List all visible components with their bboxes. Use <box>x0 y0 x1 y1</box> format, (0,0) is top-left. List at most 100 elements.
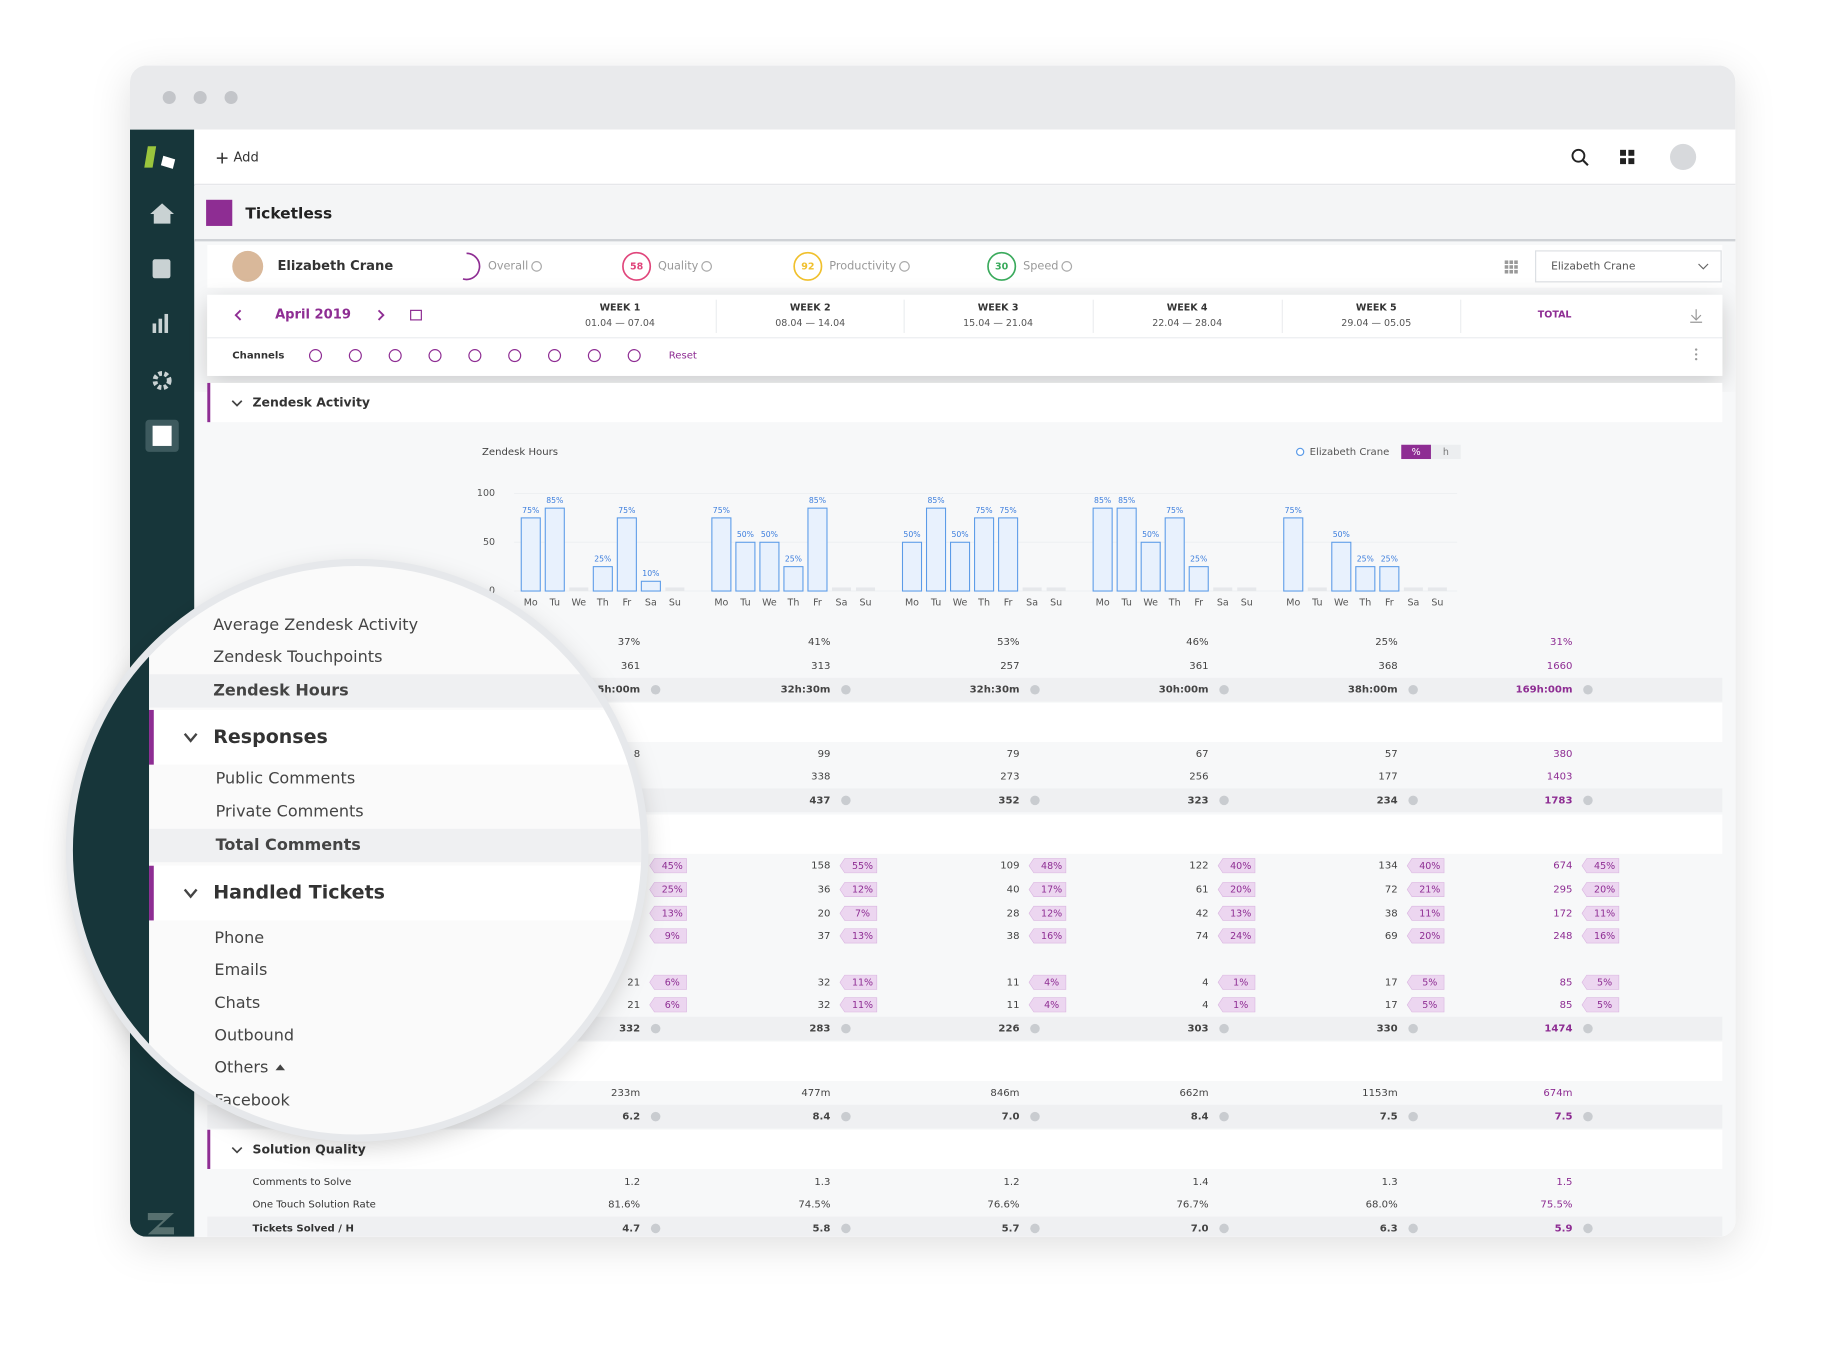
cell-value: 674 <box>1553 861 1572 872</box>
channel-filter[interactable] <box>468 349 482 363</box>
bar-label: 85% <box>546 496 563 505</box>
unit-toggle[interactable] <box>1401 444 1431 460</box>
cell-info-icon[interactable] <box>1219 795 1229 806</box>
agent-dropdown[interactable] <box>1535 250 1722 283</box>
cell-value: 662m <box>1179 1088 1208 1099</box>
cell-info-icon[interactable] <box>650 1111 661 1122</box>
cell-info-icon[interactable] <box>1030 1223 1040 1234</box>
unit-label[interactable]: h <box>1443 447 1449 458</box>
add-button[interactable]: Add <box>216 151 259 166</box>
window-dot[interactable] <box>162 90 176 105</box>
logo[interactable] <box>144 146 157 168</box>
add-label[interactable]: Add <box>233 151 258 166</box>
cell-value: 169h:00m <box>1516 685 1573 696</box>
nav-home[interactable] <box>150 203 174 224</box>
cell-info-icon[interactable] <box>841 1111 851 1122</box>
channel-filter[interactable] <box>308 349 323 363</box>
share-value: 16% <box>1041 931 1062 942</box>
cell-info-icon[interactable] <box>1583 1023 1593 1034</box>
bar-empty <box>569 587 589 592</box>
magnified-toggle[interactable] <box>183 888 198 899</box>
cell-info-icon[interactable] <box>1030 684 1040 695</box>
channels-label: Channels <box>232 351 284 362</box>
unit-toggle[interactable] <box>1430 444 1461 460</box>
share-pill <box>1581 882 1620 897</box>
cell-info-icon[interactable] <box>1408 684 1418 695</box>
cell-info-icon[interactable] <box>1583 1111 1593 1122</box>
channel-filter[interactable] <box>587 349 601 363</box>
cell-info-icon[interactable] <box>841 1023 851 1034</box>
cell-value: 37% <box>618 637 641 648</box>
cell-info-icon[interactable] <box>841 684 851 695</box>
cell-info-icon[interactable] <box>1408 1023 1418 1034</box>
share-value: 55% <box>852 861 873 872</box>
cell-info-icon[interactable] <box>1583 684 1593 695</box>
cell-value: 4 <box>1202 1000 1208 1011</box>
cell-info-icon[interactable] <box>650 1223 661 1234</box>
cell-info-icon[interactable] <box>1030 795 1040 806</box>
section-toggle[interactable] <box>231 400 243 407</box>
logo[interactable] <box>160 155 176 169</box>
unit-label[interactable]: % <box>1412 447 1421 458</box>
share-pill <box>1217 882 1256 897</box>
expand-caret[interactable] <box>275 1064 286 1071</box>
search-icon[interactable] <box>1571 148 1589 167</box>
cell-info-icon[interactable] <box>1030 1111 1040 1122</box>
cell-info-icon[interactable] <box>650 1023 661 1034</box>
channel-filter[interactable] <box>388 349 402 363</box>
magnified-toggle[interactable] <box>183 732 198 743</box>
calendar-icon[interactable] <box>410 309 422 321</box>
user-avatar[interactable] <box>1670 143 1697 171</box>
cell-info-icon[interactable] <box>1219 1111 1229 1122</box>
next-month[interactable] <box>377 309 385 321</box>
cell-info-icon[interactable] <box>1219 684 1229 695</box>
section-toggle[interactable] <box>231 1146 243 1154</box>
cell-info-icon[interactable] <box>841 1223 851 1234</box>
cell-value: 295 <box>1553 885 1572 896</box>
cell-value: 332 <box>619 1024 640 1035</box>
cell-info-icon[interactable] <box>1408 1223 1418 1234</box>
channel-filter[interactable] <box>627 349 641 363</box>
cell-info-icon[interactable] <box>1408 1111 1418 1122</box>
reset-link[interactable]: Reset <box>669 351 697 362</box>
share-value: 12% <box>1041 908 1062 919</box>
cell-info-icon[interactable] <box>1030 1023 1040 1034</box>
channel-filter[interactable] <box>428 349 442 363</box>
bar <box>925 507 947 592</box>
cell-info-icon[interactable] <box>650 684 661 695</box>
window-dot[interactable] <box>193 90 207 105</box>
dropdown-value[interactable]: Elizabeth Crane <box>1551 259 1635 272</box>
cell-info-icon[interactable] <box>1408 795 1418 806</box>
nav-settings[interactable] <box>152 371 172 391</box>
download-icon[interactable] <box>1690 309 1703 323</box>
dropdown-caret[interactable] <box>1698 263 1709 270</box>
magnified-row-label: Facebook <box>214 1091 290 1110</box>
bar-label: 85% <box>1094 496 1111 505</box>
cell-info-icon[interactable] <box>1219 1223 1229 1234</box>
nav-reports[interactable] <box>152 313 169 333</box>
window-dot[interactable] <box>224 90 238 105</box>
chart-title: Zendesk Hours <box>482 447 558 458</box>
more-menu[interactable] <box>1694 348 1698 361</box>
cell-value: 323 <box>1188 795 1209 806</box>
bar <box>1116 507 1137 592</box>
cell-value: 5h:00m <box>597 685 640 696</box>
apps-icon[interactable] <box>1620 149 1635 165</box>
cell-info-icon[interactable] <box>1219 1023 1229 1034</box>
bar-empty <box>1022 587 1042 592</box>
channel-filter[interactable] <box>548 349 562 363</box>
cell-info-icon[interactable] <box>841 795 851 806</box>
cell-value: 5.8 <box>813 1223 831 1234</box>
cell-info-icon[interactable] <box>1583 795 1593 806</box>
app-bar <box>194 185 1736 241</box>
cell-value: 256 <box>1189 772 1208 783</box>
x-tick-label: Su <box>859 597 871 608</box>
nav-views[interactable] <box>152 259 171 279</box>
channel-filter[interactable] <box>508 349 522 363</box>
cell-value: 37 <box>818 931 831 942</box>
channel-filter[interactable] <box>348 349 362 363</box>
cell-info-icon[interactable] <box>1583 1223 1593 1234</box>
apps-grid[interactable] <box>1504 260 1518 274</box>
prev-month[interactable] <box>234 309 242 321</box>
